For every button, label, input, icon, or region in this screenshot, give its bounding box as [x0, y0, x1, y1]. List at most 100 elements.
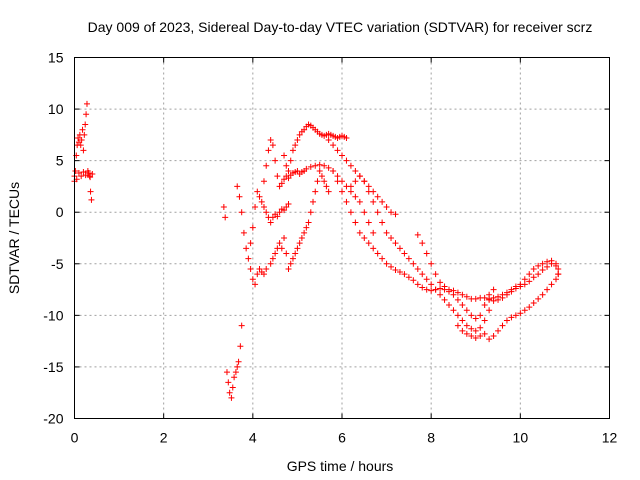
data-point — [274, 173, 281, 180]
data-point — [307, 163, 314, 170]
data-point — [77, 142, 84, 149]
data-point — [383, 260, 390, 267]
data-point — [287, 260, 294, 267]
data-point — [83, 100, 90, 107]
series-segment-12 — [414, 231, 562, 302]
data-point — [285, 265, 292, 272]
data-point — [294, 137, 301, 144]
data-point — [454, 312, 461, 319]
data-point — [334, 178, 341, 185]
series-segment-14 — [486, 260, 562, 304]
data-point — [374, 209, 381, 216]
data-point — [437, 279, 444, 286]
series-segment-3 — [220, 204, 245, 401]
data-point — [238, 322, 245, 329]
data-point — [243, 245, 250, 252]
data-point — [292, 250, 299, 257]
data-point — [392, 266, 399, 273]
data-point — [486, 336, 493, 343]
data-point — [526, 278, 533, 285]
data-point — [410, 277, 417, 284]
data-point — [512, 285, 519, 292]
x-tick-label: 12 — [602, 430, 618, 446]
data-point — [292, 142, 299, 149]
data-point — [454, 289, 461, 296]
x-axis-label: GPS time / hours — [287, 458, 394, 474]
data-point — [245, 255, 252, 262]
data-point — [283, 162, 290, 169]
data-point — [352, 178, 359, 185]
data-point — [392, 240, 399, 247]
data-point — [289, 147, 296, 154]
data-point — [263, 209, 270, 216]
y-axis-label: SDTVAR / TECUs — [6, 182, 22, 294]
data-point — [267, 219, 274, 226]
data-point — [220, 204, 227, 211]
data-point — [419, 284, 426, 291]
data-point — [249, 276, 256, 283]
series-segment-11 — [347, 173, 399, 218]
data-point — [459, 302, 466, 309]
data-point — [298, 235, 305, 241]
data-point — [454, 296, 461, 303]
y-tick-label: 10 — [48, 101, 64, 117]
data-point — [265, 147, 272, 154]
data-point — [459, 291, 466, 298]
data-point — [535, 295, 542, 302]
data-point — [530, 274, 537, 281]
data-point — [414, 281, 421, 288]
data-point — [321, 162, 328, 169]
series-segment-13 — [454, 271, 562, 343]
data-point — [78, 173, 85, 180]
data-point — [278, 180, 285, 187]
data-point — [78, 137, 85, 144]
data-point — [365, 240, 372, 247]
data-point — [472, 327, 479, 334]
data-point — [272, 157, 279, 164]
data-point — [236, 193, 243, 200]
data-point — [274, 213, 281, 220]
data-point — [226, 389, 233, 396]
data-point — [334, 147, 341, 154]
data-point — [89, 171, 96, 178]
data-point — [314, 178, 321, 185]
data-point — [459, 317, 466, 324]
data-point — [347, 162, 354, 169]
data-point — [535, 271, 542, 278]
data-point — [352, 219, 359, 226]
data-point — [446, 302, 452, 309]
data-point — [468, 325, 475, 332]
data-point — [294, 245, 301, 252]
data-point — [231, 374, 238, 381]
data-point — [481, 317, 488, 324]
data-point — [521, 281, 528, 288]
data-point — [503, 291, 510, 298]
series-segment-10 — [330, 167, 497, 322]
data-point — [269, 214, 276, 221]
data-point — [263, 265, 270, 272]
y-tick-label: 5 — [56, 153, 64, 169]
y-tick-label: -10 — [43, 307, 63, 323]
data-point — [330, 167, 337, 174]
data-point — [260, 204, 267, 211]
data-point — [237, 343, 244, 350]
data-point — [305, 219, 312, 226]
data-point — [281, 207, 288, 214]
series-segment-9 — [325, 137, 493, 334]
data-point — [503, 317, 510, 324]
data-point — [526, 271, 533, 278]
data-point — [352, 167, 359, 174]
data-point — [347, 183, 354, 190]
data-point — [468, 312, 475, 319]
data-point — [481, 330, 488, 337]
data-point — [254, 188, 261, 195]
data-point — [446, 286, 452, 293]
data-point — [343, 198, 350, 205]
data-point — [432, 271, 439, 278]
data-point — [318, 173, 325, 180]
data-point — [361, 235, 368, 241]
data-point — [544, 263, 551, 270]
data-point — [263, 162, 270, 169]
data-point — [347, 188, 354, 195]
